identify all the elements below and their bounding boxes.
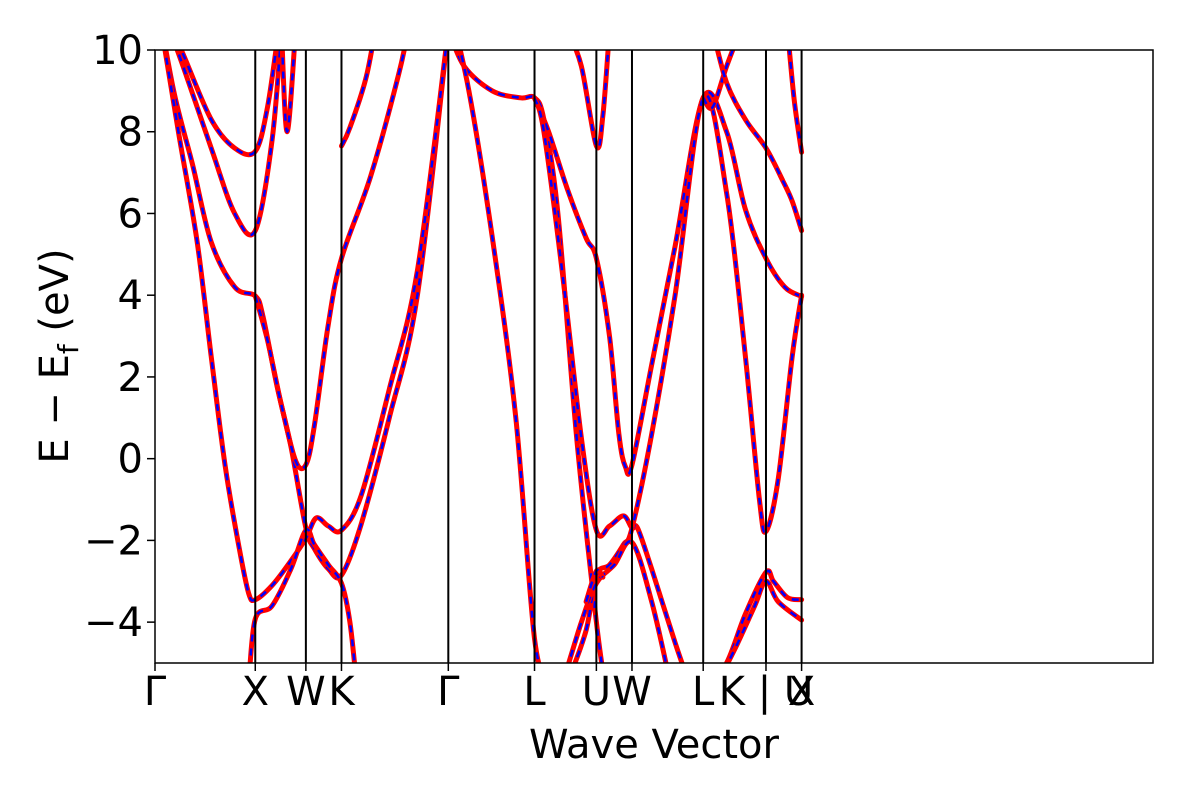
y-tick-label-5: 6: [118, 191, 143, 237]
kpoint-lines: [254, 50, 803, 663]
y-tick-label-3: 2: [118, 355, 143, 401]
y-axis-title-sub: f: [52, 343, 85, 354]
band-2-dashed: [164, 50, 448, 580]
y-tick-label-2: 0: [118, 437, 143, 483]
band-8-dashed: [454, 50, 603, 663]
band-3-dashed: [163, 50, 448, 602]
band-1-dashed: [179, 50, 278, 156]
band-19-solid: [573, 50, 611, 151]
band-0-dashed: [175, 50, 282, 237]
bands-layer: [162, 50, 805, 663]
plot-frame: [154, 49, 1154, 664]
y-axis-title-pre: E − E: [32, 354, 78, 464]
x-tick-label-9: K | U: [719, 669, 813, 715]
band-10-solid: [532, 89, 805, 477]
band-6-solid: [339, 50, 375, 149]
x-axis-title: Wave Vector: [529, 722, 780, 768]
x-tick-label-7: W: [612, 669, 652, 715]
x-tick-label-5: L: [523, 669, 546, 715]
band-13-solid: [566, 538, 669, 663]
band-15-dashed: [702, 50, 735, 110]
x-tick-label-8: L: [692, 669, 715, 715]
band-11-solid: [532, 95, 685, 663]
x-tick-label-1: X: [242, 669, 269, 715]
band-5-dashed: [254, 50, 406, 470]
y-tick-label-1: −2: [84, 518, 143, 564]
y-tick-label-0: −4: [84, 600, 143, 646]
y-axis-ticks: −4 −2 0 2 4 6 8 10: [84, 28, 155, 646]
y-axis-title-post: (eV): [32, 248, 78, 344]
x-tick-label-10: X: [788, 669, 815, 715]
band-4-solid: [247, 526, 358, 663]
band-11-dashed: [533, 97, 684, 663]
y-tick-label-7: 10: [92, 28, 143, 74]
band-4-dashed: [248, 528, 356, 663]
band-9-dashed: [459, 50, 540, 663]
band-17-dashed: [726, 580, 803, 663]
band-1-solid: [178, 50, 279, 158]
band-6-dashed: [340, 50, 373, 147]
y-tick-label-6: 8: [118, 110, 143, 156]
y-axis-title: E − Ef (eV): [32, 248, 85, 463]
x-tick-label-2: W: [286, 669, 326, 715]
x-tick-label-0: Γ: [144, 669, 167, 715]
band-12-dashed: [573, 94, 803, 663]
x-tick-label-4: Γ: [437, 669, 460, 715]
band-13-dashed: [567, 540, 668, 663]
y-tick-label-4: 4: [118, 273, 143, 319]
band-8-solid: [453, 50, 605, 663]
x-tick-label-6: U: [582, 669, 611, 715]
band-20-solid: [786, 50, 805, 155]
band-19-dashed: [574, 50, 610, 150]
x-tick-label-3: K: [328, 669, 356, 715]
band-7-dashed: [281, 50, 296, 133]
band-16-solid: [723, 568, 805, 663]
